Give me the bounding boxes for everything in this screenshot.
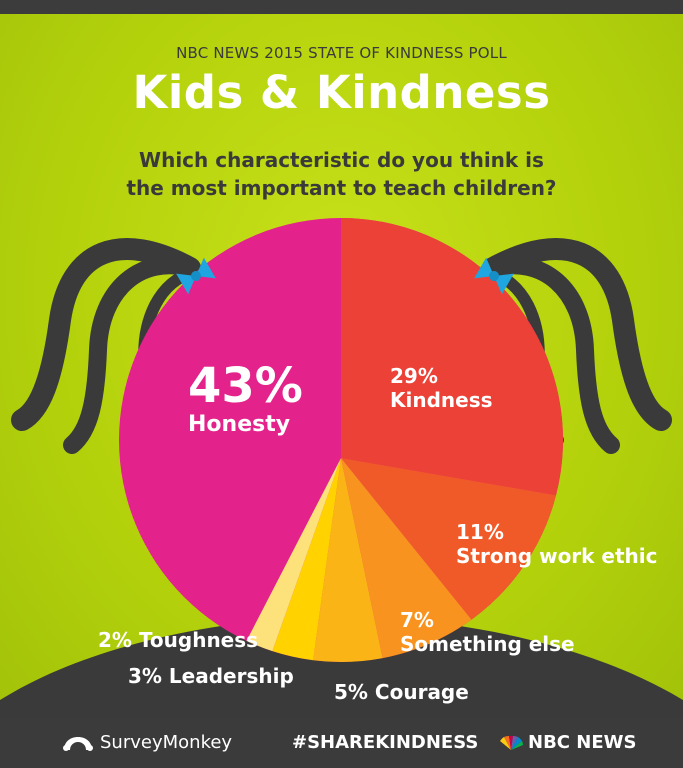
pie-slices bbox=[119, 218, 563, 662]
label-something-else-name: Something else bbox=[400, 632, 575, 656]
label-work-ethic: 11% Strong work ethic bbox=[456, 520, 658, 568]
nbc-news-brand[interactable]: NBC NEWS bbox=[498, 718, 636, 768]
left-bow-icon bbox=[176, 257, 216, 295]
question-line-1: Which characteristic do you think is bbox=[139, 148, 544, 172]
pie-slice-leadership bbox=[272, 458, 341, 661]
label-work-ethic-name: Strong work ethic bbox=[456, 544, 658, 568]
label-leadership: 3% Leadership bbox=[128, 664, 294, 688]
nbc-news-text: NBC NEWS bbox=[528, 732, 637, 753]
nbc-peacock-icon bbox=[500, 735, 523, 750]
question: Which characteristic do you think is the… bbox=[80, 146, 603, 202]
pie-slice-strong-work-ethic bbox=[341, 458, 556, 620]
pie-slice-toughness bbox=[246, 458, 341, 652]
label-honesty-pct: 43% bbox=[188, 358, 303, 414]
right-bow-icon bbox=[474, 257, 514, 295]
label-kindness-pct: 29% bbox=[390, 364, 438, 388]
hashtag-link[interactable]: #SHAREKINDNESS bbox=[292, 732, 479, 753]
question-line-2: the most important to teach children? bbox=[126, 176, 557, 200]
ground-shape bbox=[0, 615, 683, 718]
label-kindness: 29% Kindness bbox=[390, 364, 493, 412]
surveymonkey-text: SurveyMonkey bbox=[100, 732, 233, 753]
poll-kicker: NBC NEWS 2015 STATE OF KINDNESS POLL bbox=[176, 44, 507, 62]
label-something-else: 7% Something else bbox=[400, 608, 575, 656]
label-toughness: 2% Toughness bbox=[98, 628, 259, 652]
pie-slice-something-else bbox=[341, 458, 472, 659]
label-kindness-name: Kindness bbox=[390, 388, 493, 412]
top-bar bbox=[0, 0, 683, 14]
page-title: Kids & Kindness bbox=[132, 66, 551, 119]
surveymonkey-logo-icon bbox=[63, 737, 93, 751]
label-honesty-name: Honesty bbox=[188, 412, 291, 437]
pie-slice-courage bbox=[313, 458, 383, 662]
surveymonkey-brand[interactable]: SurveyMonkey bbox=[62, 718, 232, 768]
label-courage: 5% Courage bbox=[334, 680, 469, 704]
label-something-else-pct: 7% bbox=[400, 608, 434, 632]
label-honesty: 43% Honesty bbox=[188, 360, 303, 438]
label-work-ethic-pct: 11% bbox=[456, 520, 504, 544]
footer: SurveyMonkey #SHAREKINDNESS NBC NEWS bbox=[0, 718, 683, 768]
pie-slice-kindness bbox=[341, 218, 563, 496]
